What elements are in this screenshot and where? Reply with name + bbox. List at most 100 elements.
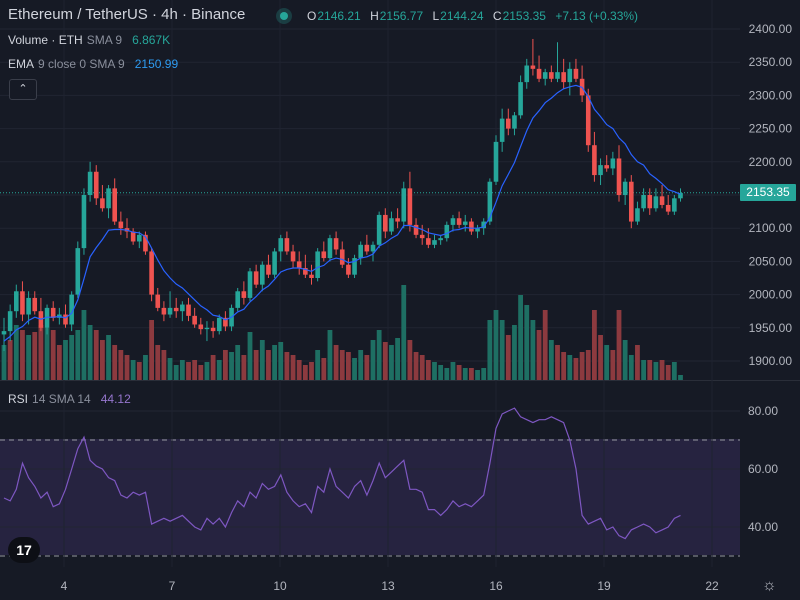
- candle-body: [235, 291, 240, 308]
- tradingview-logo-icon[interactable]: 17: [8, 537, 40, 563]
- candle-body: [106, 188, 111, 209]
- chevron-up-icon[interactable]: ⌃: [9, 79, 37, 100]
- volume-bar: [290, 355, 296, 380]
- ema-legend-name: EMA: [8, 57, 35, 71]
- volume-bar: [38, 325, 44, 380]
- candle-body: [629, 181, 634, 222]
- volume-bar: [266, 350, 271, 380]
- rsi-legend[interactable]: RSI 14 SMA 14 44.12: [8, 392, 131, 406]
- candle-body: [444, 224, 450, 239]
- candle-body: [432, 240, 437, 245]
- volume-bar: [247, 332, 253, 380]
- volume-bar: [69, 335, 75, 380]
- candle-body: [272, 251, 277, 275]
- volume-legend[interactable]: Volume · ETH SMA 9 6.867K: [8, 33, 170, 47]
- candle-body: [407, 188, 413, 225]
- candle-body: [20, 291, 25, 315]
- volume-bar: [585, 350, 591, 380]
- volume-bar: [272, 345, 277, 380]
- volume-bar: [641, 360, 646, 380]
- candle-body: [100, 198, 105, 209]
- volume-bar: [26, 335, 31, 380]
- price-tick-label: 2050.00: [749, 254, 793, 268]
- rsi-tick-label: 80.00: [748, 404, 778, 418]
- candle-body: [253, 271, 259, 285]
- volume-bar: [198, 365, 204, 380]
- time-tick-label: 16: [489, 579, 503, 593]
- candle-body: [333, 238, 339, 250]
- candle-body: [192, 315, 197, 325]
- candle-body: [635, 208, 640, 222]
- volume-bar: [456, 365, 462, 380]
- volume-bar: [536, 330, 542, 380]
- candle-body: [290, 251, 296, 262]
- volume-bar: [44, 328, 50, 380]
- volume-bar: [161, 350, 167, 380]
- candle-body: [518, 82, 523, 116]
- volume-bar: [321, 358, 327, 380]
- candle-body: [75, 248, 81, 295]
- volume-bar: [278, 342, 284, 380]
- volume-bar: [130, 360, 136, 380]
- candle-body: [93, 171, 99, 199]
- volume-bar: [469, 368, 474, 380]
- candle-body: [585, 95, 591, 146]
- volume-bar: [93, 330, 99, 380]
- volume-bar: [665, 365, 671, 380]
- candle-body: [143, 234, 148, 252]
- candle-body: [622, 181, 628, 195]
- volume-bar: [296, 360, 302, 380]
- market-status-icon: [276, 8, 292, 24]
- volume-bar: [210, 355, 216, 380]
- volume-bar: [413, 352, 419, 380]
- candle-body: [450, 218, 456, 225]
- candle-body: [672, 198, 677, 212]
- volume-bar: [382, 342, 388, 380]
- candle-body: [524, 65, 530, 83]
- candle-body: [321, 251, 327, 259]
- symbol-title[interactable]: Ethereum / TetherUS · 4h · Binance: [8, 6, 246, 23]
- volume-bar: [50, 330, 56, 380]
- volume-bar: [628, 355, 634, 380]
- candle-body: [419, 234, 425, 239]
- candle-body: [469, 221, 474, 232]
- candle-body: [567, 68, 573, 83]
- ema-legend[interactable]: EMA 9 close 0 SMA 9 2150.99: [8, 57, 178, 71]
- volume-bar: [136, 362, 142, 380]
- volume-bar: [425, 360, 431, 380]
- ema-line: [3, 84, 681, 342]
- volume-bar: [395, 338, 400, 380]
- volume-bar: [216, 360, 222, 380]
- time-tick-label: 13: [381, 579, 395, 593]
- candle-body: [555, 72, 560, 79]
- volume-bar: [592, 310, 597, 380]
- candle-body: [413, 224, 419, 235]
- candle-body: [592, 145, 597, 176]
- candle-body: [315, 251, 320, 278]
- volume-bar: [56, 345, 62, 380]
- candle-body: [309, 274, 314, 278]
- volume-bar: [542, 310, 548, 380]
- volume-bar: [302, 365, 308, 380]
- volume-legend-sep: ·: [51, 33, 56, 47]
- volume-bar: [358, 350, 364, 380]
- candle-body: [241, 291, 247, 298]
- candle-body: [137, 234, 142, 242]
- ohlc-low-value: 2144.24: [440, 9, 484, 23]
- volume-bar: [493, 310, 499, 380]
- candle-body: [364, 244, 370, 252]
- volume-bar: [579, 352, 585, 380]
- volume-bar: [100, 340, 105, 380]
- volume-bar: [186, 362, 191, 380]
- settings-gear-icon[interactable]: ☼: [762, 577, 777, 594]
- candle-body: [561, 72, 566, 83]
- volume-bar: [112, 345, 118, 380]
- candle-body: [665, 204, 671, 212]
- volume-bar: [512, 325, 517, 380]
- candle-body: [296, 261, 302, 269]
- ohlc-high-label: H: [370, 9, 379, 23]
- volume-bar: [616, 310, 622, 380]
- volume-bar: [567, 355, 573, 380]
- ohlc-low-label: L: [432, 9, 440, 23]
